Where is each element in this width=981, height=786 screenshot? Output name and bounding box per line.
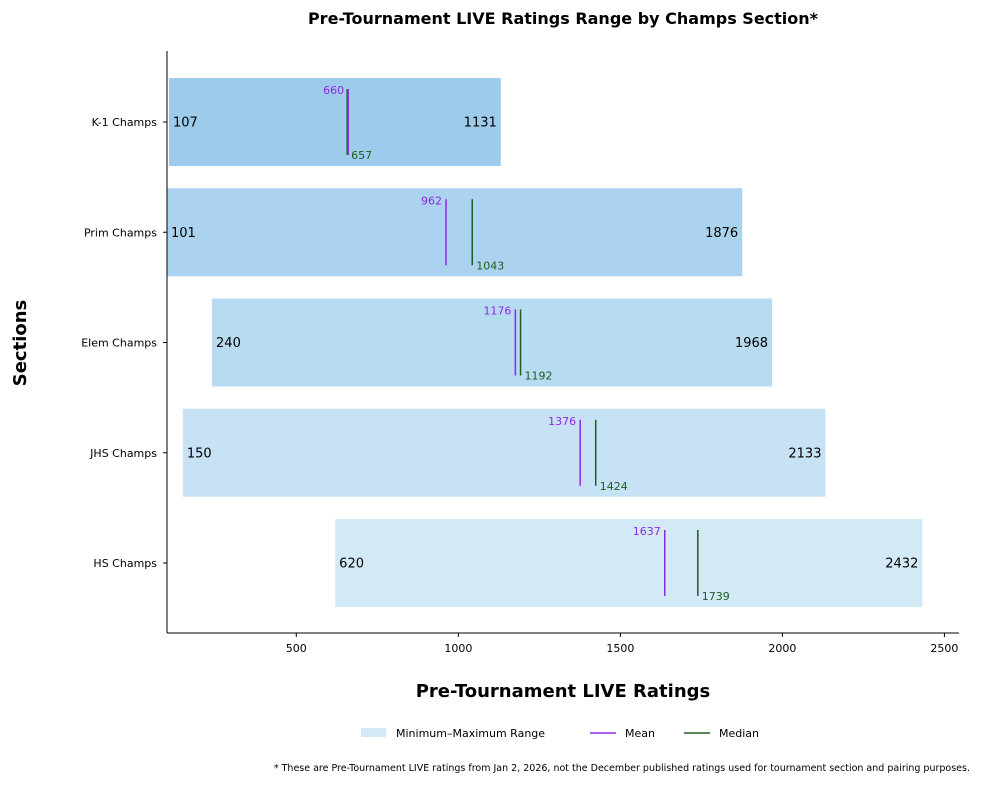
section-row: 101 1876 962 1043 — [167, 188, 743, 277]
x-tick-label: 2000 — [768, 642, 796, 655]
range-bar — [182, 408, 826, 497]
section-row: 150 2133 1376 1424 — [182, 408, 826, 497]
range-bar — [335, 519, 923, 607]
legend: Minimum–Maximum Range Mean Median — [361, 727, 759, 740]
min-label: 150 — [187, 446, 212, 461]
mean-label: 660 — [323, 84, 344, 97]
y-tick-label: HS Champs — [93, 557, 157, 570]
mean-label: 962 — [421, 194, 442, 207]
min-label: 620 — [339, 557, 364, 572]
median-label: 657 — [351, 149, 372, 162]
section-row: 620 2432 1637 1739 — [335, 519, 923, 607]
mean-label: 1637 — [633, 525, 661, 538]
median-label: 1043 — [476, 259, 504, 272]
range-bar — [212, 298, 773, 387]
x-axis-label: Pre-Tournament LIVE Ratings — [416, 681, 711, 702]
y-tick-label: K-1 Champs — [92, 116, 158, 129]
footnote: * These are Pre-Tournament LIVE ratings … — [274, 763, 970, 774]
max-label: 1876 — [705, 226, 738, 241]
min-label: 101 — [171, 226, 196, 241]
section-row: 107 1131 660 657 — [168, 78, 501, 166]
median-label: 1424 — [600, 480, 628, 493]
min-label: 107 — [173, 116, 198, 131]
x-tick-label: 1500 — [606, 642, 634, 655]
median-label: 1192 — [525, 370, 553, 383]
max-label: 1968 — [735, 336, 768, 351]
range-bar — [168, 78, 501, 166]
max-label: 2432 — [885, 557, 918, 572]
x-tick-label: 500 — [286, 642, 307, 655]
range-bar — [167, 188, 743, 277]
legend-range-swatch — [361, 728, 386, 737]
y-tick-label: Elem Champs — [81, 337, 157, 350]
legend-median-label: Median — [719, 727, 759, 740]
y-tick-label: Prim Champs — [84, 226, 157, 239]
mean-label: 1376 — [548, 415, 576, 428]
legend-mean-label: Mean — [625, 727, 655, 740]
max-label: 1131 — [464, 116, 497, 131]
max-label: 2133 — [788, 446, 821, 461]
y-tick-label: JHS Champs — [89, 447, 157, 460]
chart-title: Pre-Tournament LIVE Ratings Range by Cha… — [308, 9, 819, 28]
min-label: 240 — [216, 336, 241, 351]
median-label: 1739 — [702, 590, 730, 603]
mean-label: 1176 — [483, 305, 511, 318]
x-tick-label: 1000 — [444, 642, 472, 655]
x-tick-label: 2500 — [930, 642, 958, 655]
section-row: 240 1968 1176 1192 — [212, 298, 773, 387]
y-axis-label: Sections — [10, 300, 31, 387]
legend-range-label: Minimum–Maximum Range — [396, 727, 545, 740]
